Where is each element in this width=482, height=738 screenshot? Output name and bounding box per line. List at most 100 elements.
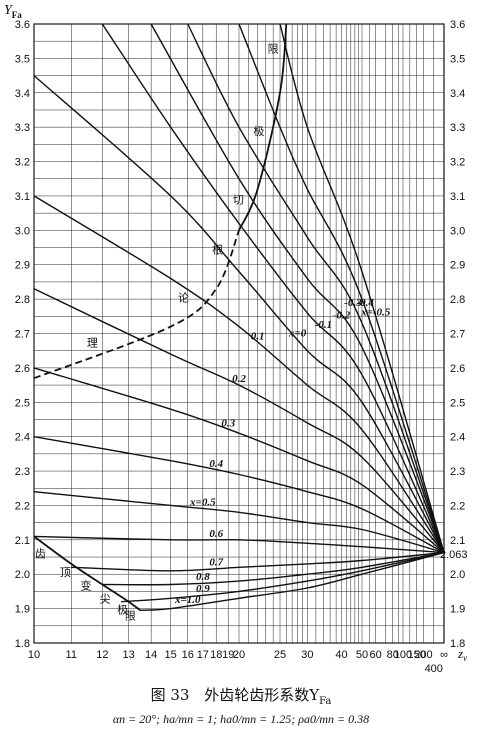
y-tick-label: 2.4: [450, 432, 465, 444]
tip-thickness-limit-label: 顶: [60, 566, 71, 579]
y-tick-label: 2.1: [450, 535, 465, 547]
x-tick-label: 16: [182, 649, 194, 661]
undercut-limit-label: 论: [178, 291, 189, 305]
y-tick-label: 1.8: [15, 638, 30, 650]
tip-thickness-limit-label: 齿: [35, 548, 46, 561]
x-tick-label: 150: [407, 649, 425, 661]
x-tick-label: 40: [335, 649, 347, 661]
x-tick-label: 17: [197, 649, 209, 661]
y-tick-label: 2.2: [450, 500, 465, 512]
y-tick-label: 2.9: [450, 260, 465, 272]
tip-thickness-limit-label: 限: [125, 609, 136, 622]
y-axis-right: 1.8 1.9 2.0 2.1 2.2 2.3 2.4 2.5 2.6 2.7 2.8 2.9 3.0 3…: [450, 19, 465, 650]
y-tick-label: 2.8: [450, 294, 465, 306]
curve-label: 0.9: [196, 583, 210, 595]
y-tick-label: 3.5: [450, 53, 465, 65]
y-tick-label: 2.4: [15, 432, 30, 444]
curve-series: [33, 23, 445, 611]
curve-line: [150, 23, 445, 553]
x-tick-label: 200: [414, 649, 432, 661]
y-axis-title-sub: Fa: [12, 10, 22, 20]
y-tick-label: 3.1: [15, 191, 30, 203]
y-tick-label: 2.6: [450, 363, 465, 375]
curve-line: [102, 551, 445, 586]
curve-label: x=-0.5: [360, 306, 391, 318]
undercut-limit-label: 根: [212, 243, 223, 257]
undercut-limit-label: 切: [233, 194, 244, 207]
x-axis-title-main: z: [457, 646, 463, 661]
curve-label: -0.1: [315, 319, 332, 331]
x-tick-label: 20: [233, 649, 245, 661]
figure-parameters: αn = 20°; ha/mn = 1; ha0/mn = 1.25; ρa0/…: [112, 712, 370, 726]
curve-label: 0.8: [196, 571, 210, 583]
y-tick-label: 3.2: [15, 157, 30, 169]
y-tick-label: 3.0: [15, 225, 30, 237]
tip-thickness-limit-label: 变: [80, 579, 91, 593]
x-tick-label: ∞: [440, 649, 448, 661]
curve-line: [33, 436, 445, 554]
undercut-limit-line: [238, 23, 288, 231]
y-tick-label: 1.9: [15, 604, 30, 616]
y-axis-title: YFa: [4, 3, 22, 20]
figure-title-sub: Fa: [319, 696, 332, 707]
tooth-form-factor-chart: 1.8 1.9 2.0 2.1 2.2 2.3 2.4 2.5 2.6 2.7 2.8 2.9 3.0 3…: [4, 3, 468, 675]
x-tick-label: 60: [370, 649, 382, 661]
curve-line: [33, 288, 445, 554]
y-tick-label: 2.8: [15, 294, 30, 306]
x-axis-title-sub: v: [463, 653, 467, 663]
curve-label: -0.4: [356, 297, 374, 309]
curve-labels: x=-0.5-0.4-0.3-0.2-0.1 x=0 0.1 0.2 0.3 0.4 x=0…: [174, 297, 391, 606]
grid: [33, 23, 445, 644]
curve-line: [238, 23, 445, 553]
curve-label: 0.3: [221, 417, 235, 429]
x-tick-label: 100: [394, 649, 412, 661]
figure-title: 外齿轮齿形系数Y: [204, 686, 320, 704]
x-tick-label: 12: [96, 649, 108, 661]
y-tick-label: 3.4: [15, 88, 30, 100]
y-tick-label: 3.0: [450, 225, 465, 237]
curve-line: [33, 75, 445, 553]
y-axis-title-main: Y: [4, 3, 14, 18]
undercut-limit-label: 极: [253, 124, 264, 138]
y-tick-label: 1.9: [450, 604, 465, 616]
x-tick-label: 19: [222, 649, 234, 661]
curve-line: [33, 491, 445, 554]
curve-label: -0.2: [333, 309, 351, 321]
y-tick-label: 2.3: [15, 466, 30, 478]
y-tick-label: 2.0: [450, 569, 465, 581]
figure-caption: 图 33 外齿轮齿形系数YFa: [0, 684, 482, 707]
y-tick-label: 3.5: [15, 53, 30, 65]
x-tick-label: 400: [425, 663, 443, 675]
y-tick-label: 2.0: [15, 569, 30, 581]
y-tick-label: 2.2: [15, 500, 30, 512]
y-axis-left: 1.8 1.9 2.0 2.1 2.2 2.3 2.4 2.5 2.6 2.7 2.8 2.9 3.0 3…: [15, 19, 30, 650]
y-tick-label: 2.5: [450, 397, 465, 409]
tip-thickness-limit-label: 尖: [100, 592, 111, 605]
y-tick-label: 3.2: [450, 157, 465, 169]
x-tick-label: 30: [301, 649, 313, 661]
x-tick-label: 25: [274, 649, 286, 661]
curve-label: -0.3: [344, 297, 362, 309]
y-tick-label: 2.7: [15, 329, 30, 341]
y-tick-label: 2.9: [15, 260, 30, 272]
curve-label: 0.7: [209, 556, 223, 568]
curve-line: [33, 535, 445, 554]
curve-label: 0.6: [209, 528, 223, 540]
curve-line: [187, 23, 445, 553]
x-tick-label: 18: [210, 649, 222, 661]
curve-line: [279, 23, 445, 553]
curve-label: x=1.0: [174, 594, 201, 606]
undercut-limit-label: 理: [87, 336, 98, 349]
y-tick-label: 3.6: [15, 19, 30, 31]
curve-label: x=0: [288, 327, 307, 339]
y-tick-label: 2.5: [15, 397, 30, 409]
x-tick-label: 13: [122, 649, 134, 661]
undercut-limit-line: [33, 229, 240, 380]
x-tick-label: 10: [28, 649, 40, 661]
curve-label: x=0.5: [189, 497, 216, 509]
tip-thickness-limit-label: 极: [117, 603, 128, 617]
x-tick-label: 50: [356, 649, 368, 661]
y-tick-label: 2.3: [450, 466, 465, 478]
y-tick-label: 3.3: [450, 122, 465, 134]
